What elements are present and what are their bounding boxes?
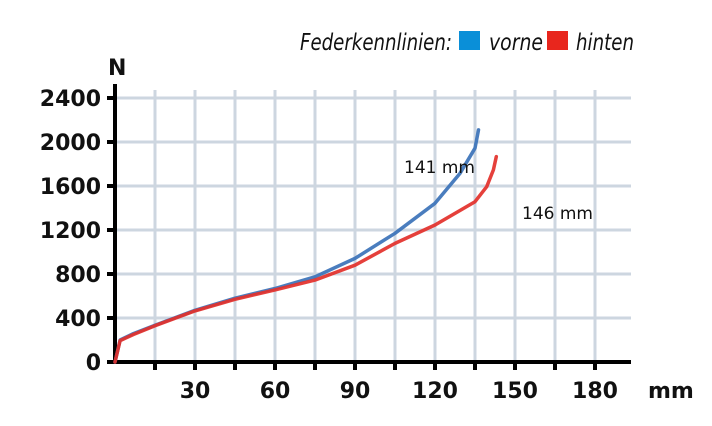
x-tick-label: 150 xyxy=(492,379,538,404)
x-tick-label: 90 xyxy=(340,379,371,404)
x-tick-label: 120 xyxy=(412,379,458,404)
legend-swatch-vorne xyxy=(459,31,480,50)
annotation-vorne: 141 mm xyxy=(404,158,475,178)
y-tick-label: 2000 xyxy=(40,131,101,156)
y-tick-label: 400 xyxy=(55,307,101,332)
x-axis-label: mm xyxy=(648,379,694,404)
y-tick-label: 0 xyxy=(86,351,101,376)
legend-title: Federkennlinien: xyxy=(300,30,452,56)
annotation-hinten: 146 mm xyxy=(522,204,593,224)
y-axis-label: N xyxy=(108,56,126,81)
legend: Federkennlinien: vorne hinten xyxy=(300,30,634,56)
legend-swatch-hinten xyxy=(547,31,568,50)
y-tick-label: 800 xyxy=(55,263,101,288)
y-tick-label: 1600 xyxy=(40,175,101,200)
y-tick-label: 1200 xyxy=(40,219,101,244)
x-tick-label: 30 xyxy=(180,379,211,404)
series-line-hinten xyxy=(113,154,499,364)
x-tick-label: 180 xyxy=(572,379,618,404)
legend-label-hinten: hinten xyxy=(576,30,634,56)
series-lines xyxy=(113,128,499,364)
axes: 0 400 800 1200 1600 2000 2400 30 60 90 120 150 180 xyxy=(40,84,631,404)
x-tick-label: 60 xyxy=(260,379,291,404)
y-tick-label: 2400 xyxy=(40,87,101,112)
legend-label-vorne: vorne xyxy=(489,30,543,56)
grid xyxy=(115,90,631,362)
